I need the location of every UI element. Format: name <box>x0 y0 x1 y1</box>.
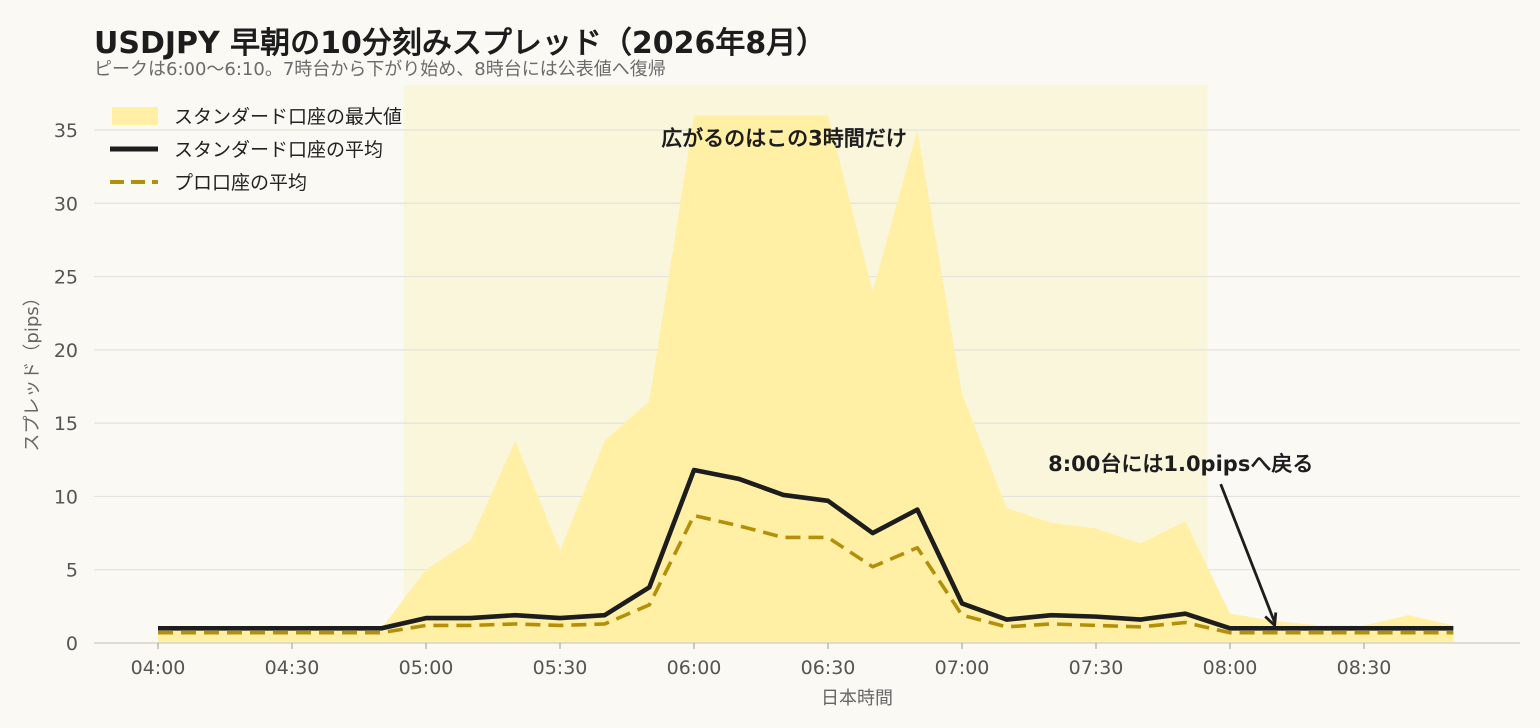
legend-label: プロ口座の平均 <box>174 172 307 194</box>
y-tick-label: 5 <box>66 560 78 582</box>
y-tick-label: 25 <box>54 267 78 289</box>
x-tick-label: 04:30 <box>265 657 320 679</box>
x-tick-label: 06:00 <box>667 657 722 679</box>
x-tick-label: 04:00 <box>131 657 186 679</box>
y-axis-title: スプレッド（pips） <box>22 288 43 451</box>
x-tick-label: 05:30 <box>533 657 588 679</box>
annotation-arrow-line <box>1219 483 1276 623</box>
line-series-pro-avg <box>158 513 1454 635</box>
annotation-arrow-head <box>1264 612 1278 629</box>
chart-subtitle: ピークは6:00〜6:10。7時台から下がり始め、8時台には公表値へ復帰 <box>94 59 666 80</box>
line-series-standard-avg <box>158 467 1454 631</box>
x-tick-label: 07:00 <box>935 657 990 679</box>
y-tick-label: 0 <box>66 633 78 655</box>
x-tick-label: 05:00 <box>399 657 454 679</box>
chart-title: USDJPY 早朝の10分刻みスプレッド（2026年8月） <box>94 26 827 61</box>
x-tick-label: 06:30 <box>801 657 856 679</box>
x-tick-label: 07:30 <box>1069 657 1124 679</box>
y-tick-label: 10 <box>54 486 78 508</box>
y-tick-label: 15 <box>54 413 78 435</box>
x-tick-label: 08:30 <box>1337 657 1392 679</box>
legend-label: スタンダード口座の平均 <box>174 139 383 161</box>
annotation-8am-recovery: 8:00台には1.0pipsへ戻る <box>1048 452 1313 476</box>
x-tick-label: 08:00 <box>1203 657 1258 679</box>
y-tick-label: 35 <box>54 120 78 142</box>
legend-label: スタンダード口座の最大値 <box>174 106 402 128</box>
area-series-standard-max <box>158 115 1454 643</box>
y-tick-label: 30 <box>54 193 78 215</box>
legend-swatch-area <box>112 107 158 125</box>
y-tick-label: 20 <box>54 340 78 362</box>
annotation-3-hours: 広がるのはこの3時間だけ <box>661 126 907 150</box>
x-axis-title: 日本時間 <box>821 688 893 709</box>
